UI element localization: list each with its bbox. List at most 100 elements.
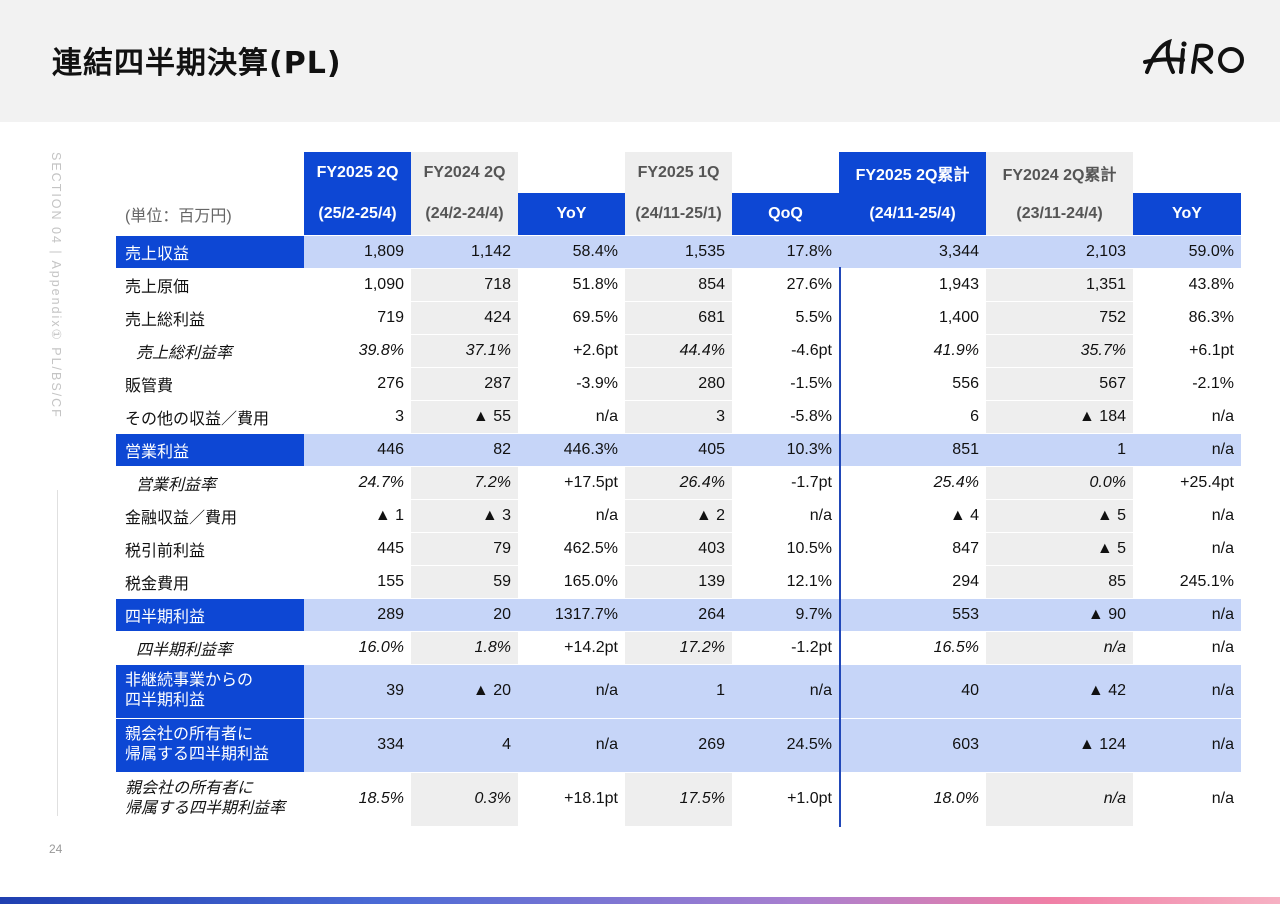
table-cell: ▲ 5 [986, 532, 1133, 565]
table-cell: 718 [411, 268, 518, 301]
row-label: 営業利益率 [136, 476, 217, 494]
table-cell: n/a [732, 664, 839, 718]
table-cell: 12.1% [786, 572, 832, 590]
row-label: 販管費 [125, 377, 174, 395]
table-cell: 79 [411, 532, 518, 565]
table-cell: 1,535 [625, 235, 732, 268]
page-number: 24 [49, 842, 63, 856]
table-cell: ▲ 4 [949, 506, 979, 524]
table-cell: -4.6pt [791, 341, 832, 359]
table-cell: 851 [839, 433, 986, 466]
table-cell: ▲ 124 [986, 718, 1133, 772]
table-cell: n/a [518, 664, 625, 718]
table-cell: 39 [304, 664, 411, 718]
row-gap [116, 631, 1241, 632]
row-label: 非継続事業からの 四半期利益 [116, 664, 304, 718]
table-cell: 1,943 [938, 275, 979, 293]
table-cell: +6.1pt [1189, 341, 1234, 359]
table-cell: n/a [1133, 598, 1241, 631]
table-cell: 26.4% [625, 466, 732, 499]
table-cell: 24.5% [732, 718, 839, 772]
table-cell: 24.7% [358, 473, 404, 491]
table-cell: ▲ 2 [625, 499, 732, 532]
table-cell: 43.8% [1188, 275, 1234, 293]
table-cell: 752 [986, 301, 1133, 334]
table-cell: n/a [1211, 539, 1234, 557]
row-gap [116, 598, 1241, 599]
table-cell: 85 [986, 565, 1133, 598]
table-cell: 18.5% [358, 790, 404, 807]
table-cell: 1.8% [411, 631, 518, 664]
table-cell: -2.1% [1192, 374, 1234, 392]
table-cell: 280 [625, 367, 732, 400]
table-cell: 165.0% [563, 572, 618, 590]
table-cell: +1.0pt [787, 790, 832, 807]
table-cell: 6 [970, 407, 979, 425]
unit-label: (単位：百万円) [125, 208, 232, 225]
table-cell: 44.4% [625, 334, 732, 367]
table-cell: 1,090 [363, 275, 404, 293]
table-cell: +14.2pt [564, 638, 618, 656]
table-cell: 37.1% [411, 334, 518, 367]
column-range-header: YoY [1133, 193, 1241, 235]
table-cell: 567 [986, 367, 1133, 400]
table-cell: 289 [304, 598, 411, 631]
row-gap [116, 565, 1241, 566]
table-cell: 155 [377, 572, 404, 590]
table-cell: 1 [625, 664, 732, 718]
row-gap [116, 466, 1241, 467]
side-divider [57, 490, 58, 816]
table-cell: 245.1% [1179, 572, 1234, 590]
column-period-header: FY2024 2Q [411, 152, 518, 193]
table-cell: n/a [1133, 433, 1241, 466]
table-cell: 16.5% [933, 638, 979, 656]
column-period-header: FY2025 2Q累計 [839, 152, 986, 193]
table-cell: 17.5% [625, 772, 732, 826]
table-cell: n/a [1211, 638, 1234, 656]
table-cell: 403 [625, 532, 732, 565]
page-title: 連結四半期決算(PL) [52, 46, 342, 81]
table-cell: ▲ 1 [374, 506, 404, 524]
table-cell: 20 [411, 598, 518, 631]
table-cell: 9.7% [732, 598, 839, 631]
table-cell: 27.6% [786, 275, 832, 293]
row-label: 四半期利益 [116, 598, 304, 631]
row-gap [116, 334, 1241, 335]
table-cell: n/a [986, 631, 1133, 664]
row-label: 税引前利益 [125, 542, 206, 560]
table-cell: 139 [625, 565, 732, 598]
table-cell: 5.5% [795, 308, 832, 326]
table-cell: -3.9% [576, 374, 618, 392]
table-cell: 69.5% [572, 308, 618, 326]
table-cell: 35.7% [986, 334, 1133, 367]
column-separator [839, 267, 841, 827]
table-cell: ▲ 184 [986, 400, 1133, 433]
row-gap [116, 532, 1241, 533]
table-cell: n/a [1211, 506, 1234, 524]
table-cell: 59 [411, 565, 518, 598]
row-label: 売上総利益率 [136, 344, 233, 362]
table-cell: ▲ 55 [411, 400, 518, 433]
table-cell: 553 [839, 598, 986, 631]
row-label: 親会社の所有者に 帰属する四半期利益 [116, 718, 304, 772]
table-cell: ▲ 20 [411, 664, 518, 718]
table-cell: 4 [411, 718, 518, 772]
table-cell: n/a [595, 506, 618, 524]
column-range-header: QoQ [732, 193, 839, 235]
table-cell: 1,809 [304, 235, 411, 268]
row-label: 親会社の所有者に 帰属する四半期利益率 [125, 780, 286, 817]
table-cell: n/a [1133, 718, 1241, 772]
table-cell: 287 [411, 367, 518, 400]
row-label: 売上総利益 [125, 311, 206, 329]
column-period-header: FY2025 2Q [304, 152, 411, 193]
column-range-header: (25/2-25/4) [304, 193, 411, 235]
section-side-label: SECTION 04 | Appendix① PL/BS/CF [49, 152, 63, 419]
table-cell: ▲ 42 [986, 664, 1133, 718]
table-cell: +25.4pt [1180, 473, 1234, 491]
table-cell: 10.5% [786, 539, 832, 557]
table-cell: n/a [1211, 790, 1234, 807]
column-range-header: (24/11-25/1) [625, 193, 732, 235]
table-cell: 603 [839, 718, 986, 772]
table-cell: 17.2% [625, 631, 732, 664]
table-cell: 446 [304, 433, 411, 466]
